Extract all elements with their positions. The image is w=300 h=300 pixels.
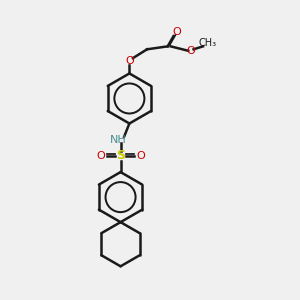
Text: O: O: [97, 151, 105, 161]
Text: O: O: [125, 56, 134, 66]
Text: O: O: [172, 27, 181, 37]
Text: S: S: [116, 149, 125, 162]
Text: O: O: [187, 46, 196, 56]
Text: NH: NH: [110, 135, 127, 145]
Text: O: O: [136, 151, 145, 161]
Text: CH₃: CH₃: [198, 38, 217, 48]
